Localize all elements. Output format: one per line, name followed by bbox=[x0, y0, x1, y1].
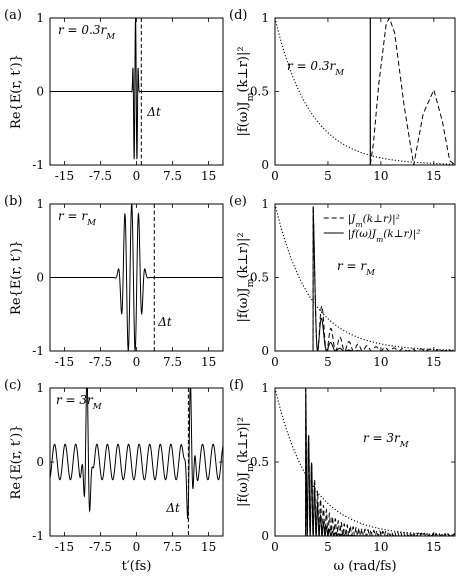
radius-annotation: r = 0.3rM bbox=[58, 23, 116, 42]
series-0-solid-line bbox=[50, 18, 223, 160]
y-tick-label: 0 bbox=[261, 344, 269, 358]
delta-t-annotation: Δt bbox=[146, 105, 161, 119]
y-tick-label: 1 bbox=[36, 11, 44, 25]
x-tick-label: -15 bbox=[55, 540, 74, 554]
series-0-dotted-line bbox=[275, 204, 455, 351]
x-tick-label: 15 bbox=[426, 540, 441, 554]
y-tick-label: 0 bbox=[36, 271, 44, 285]
y-axis-label: |f(ω)Jm(k⊥r)|² bbox=[236, 417, 256, 507]
legend-entry-1: |Jm(k⊥r)|² bbox=[348, 213, 400, 229]
panel-a: -15 -7.5 0 7.5 15 -1 0 1 (a) Re{E(r, t′)} r = 0.3r… bbox=[4, 8, 224, 183]
x-tick-label: 0 bbox=[271, 355, 279, 369]
x-tick-label: 10 bbox=[373, 169, 388, 183]
y-axis-label: Re{E(r, t′)} bbox=[9, 54, 24, 129]
x-tick-label: -7.5 bbox=[89, 355, 112, 369]
plot-frame bbox=[274, 17, 456, 166]
y-tick-label: -1 bbox=[32, 158, 44, 172]
series-2-solid-line bbox=[275, 388, 455, 536]
x-tick-label: 10 bbox=[373, 355, 388, 369]
y-tick-label: 0.5 bbox=[250, 455, 269, 469]
y-tick-label: -1 bbox=[32, 344, 44, 358]
y-tick-label: 1 bbox=[261, 11, 269, 25]
series-1-dashed-line bbox=[275, 18, 455, 165]
x-tick-label: 0 bbox=[271, 169, 279, 183]
series-0-solid-line bbox=[50, 204, 223, 351]
x-tick-label: 7.5 bbox=[163, 540, 182, 554]
series-1-dashed-line bbox=[275, 206, 455, 351]
panel-label: (a) bbox=[4, 8, 22, 23]
legend-entry-2: |f(ω)Jm(k⊥r)|² bbox=[348, 228, 421, 244]
x-tick-label: -7.5 bbox=[89, 169, 112, 183]
plot-frame bbox=[274, 387, 456, 537]
x-tick-label: -15 bbox=[55, 169, 74, 183]
y-tick-label: -1 bbox=[32, 529, 44, 543]
panel-label: (e) bbox=[229, 194, 247, 209]
x-tick-label: 0 bbox=[133, 169, 141, 183]
y-axis-label: Re{E(r, t′)} bbox=[9, 240, 24, 315]
y-tick-label: 1 bbox=[36, 197, 44, 211]
y-tick-label: 0.5 bbox=[250, 271, 269, 285]
x-tick-label: 0 bbox=[133, 540, 141, 554]
panel-e: 0 5 10 15 0 0.5 1 (e) |f(ω)Jm(k⊥r)|² r = rM |Jm(k⊥… bbox=[229, 194, 456, 369]
y-tick-label: 0 bbox=[36, 85, 44, 99]
y-axis-label: Re{E(r, t′)} bbox=[9, 425, 24, 500]
panel-b: -15 -7.5 0 7.5 15 -1 0 1 (b) Re{E(r, t′)} r = rM Δt bbox=[4, 194, 224, 369]
y-tick-label: 1 bbox=[261, 197, 269, 211]
x-tick-label: -15 bbox=[55, 355, 74, 369]
y-axis-label: |f(ω)Jm(k⊥r)|² bbox=[236, 232, 256, 322]
x-tick-label: 10 bbox=[373, 540, 388, 554]
x-tick-label: 5 bbox=[324, 540, 332, 554]
panel-c: -15 -7.5 0 7.5 15 -1 0 1 (c) Re{E(r, t′)} t′(fs) r … bbox=[4, 378, 224, 574]
radius-annotation: r = 0.3rM bbox=[287, 59, 345, 78]
y-axis-label: |f(ω)Jm(k⊥r)|² bbox=[236, 46, 256, 136]
delta-t-annotation: Δt bbox=[157, 315, 172, 329]
radius-annotation: r = rM bbox=[58, 209, 97, 228]
x-tick-label: 15 bbox=[426, 169, 441, 183]
y-tick-label: 0 bbox=[261, 529, 269, 543]
series-0-dotted-line bbox=[275, 18, 455, 165]
x-tick-label: -7.5 bbox=[89, 540, 112, 554]
y-tick-label: 1 bbox=[36, 381, 44, 395]
x-tick-label: 5 bbox=[324, 169, 332, 183]
panel-f: 0 5 10 15 0 0.5 1 (f) |f(ω)Jm(k⊥r)|² ω (rad/fs) r … bbox=[229, 378, 456, 574]
series-0-dotted-line bbox=[275, 388, 455, 536]
y-tick-label: 0.5 bbox=[250, 85, 269, 99]
x-tick-label: 15 bbox=[426, 355, 441, 369]
panel-label: (b) bbox=[4, 194, 22, 209]
y-tick-label: 0 bbox=[36, 455, 44, 469]
x-tick-label: 7.5 bbox=[163, 355, 182, 369]
x-axis-label: t′(fs) bbox=[122, 559, 152, 574]
x-tick-label: 0 bbox=[271, 540, 279, 554]
plot-frame bbox=[274, 203, 456, 352]
x-axis-label: ω (rad/fs) bbox=[333, 559, 396, 574]
panel-label: (f) bbox=[229, 378, 244, 393]
series-0-solid-line bbox=[50, 388, 223, 520]
panel-d: 0 5 10 15 0 0.5 1 (d) |f(ω)Jm(k⊥r)|² r = 0.3rM bbox=[229, 8, 456, 183]
x-tick-label: 7.5 bbox=[163, 169, 182, 183]
radius-annotation: r = 3rM bbox=[363, 431, 410, 450]
x-tick-label: 15 bbox=[201, 540, 216, 554]
y-tick-label: 0 bbox=[261, 158, 269, 172]
x-tick-label: 0 bbox=[133, 355, 141, 369]
x-tick-label: 15 bbox=[201, 355, 216, 369]
series-1-dashed-line bbox=[275, 388, 455, 536]
y-tick-label: 1 bbox=[261, 381, 269, 395]
x-tick-label: 15 bbox=[201, 169, 216, 183]
x-tick-label: 5 bbox=[324, 355, 332, 369]
radius-annotation: r = rM bbox=[337, 259, 376, 278]
radius-annotation: r = 3rM bbox=[56, 393, 103, 412]
panel-label: (c) bbox=[4, 378, 21, 393]
panel-label: (d) bbox=[229, 8, 247, 23]
delta-t-annotation: Δt bbox=[165, 501, 180, 515]
